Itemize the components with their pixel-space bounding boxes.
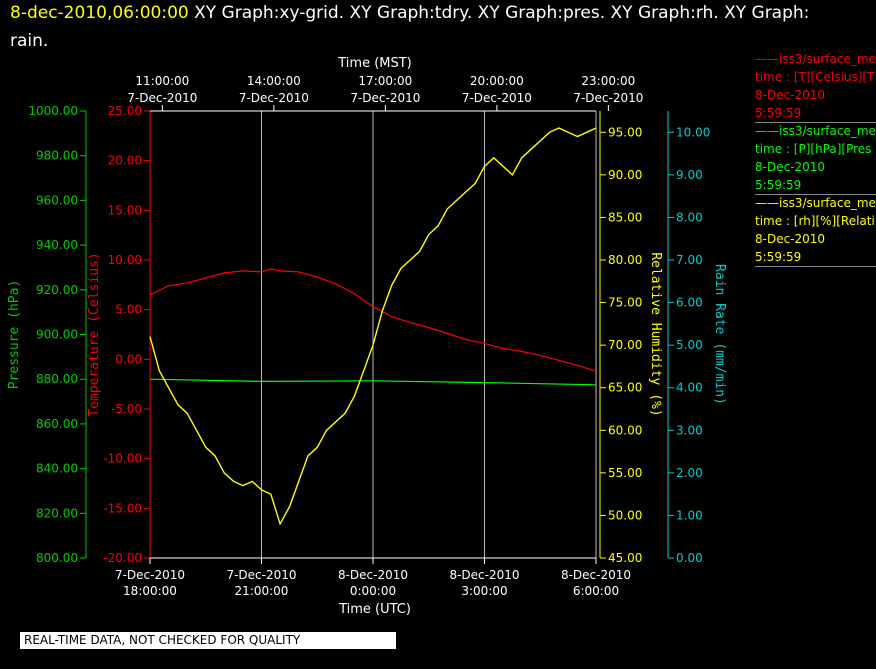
- temperature-axis-label: Temperature (Celsius): [87, 252, 102, 416]
- temperature-tick-label: 5.00: [115, 303, 142, 317]
- rain-tick-label: 2.00: [676, 466, 703, 480]
- rh-tick-label: 70.00: [608, 338, 642, 352]
- rain-tick-label: 1.00: [676, 508, 703, 522]
- x-tick-label: 18:00:00: [123, 584, 177, 598]
- pressure-axis-label: Pressure (hPa): [7, 280, 22, 390]
- legend-line: 5:59:59: [755, 104, 876, 123]
- x-tick-label: 6:00:00: [573, 584, 619, 598]
- x-top-tick-label: 14:00:00: [247, 74, 301, 88]
- rh-tick-label: 75.00: [608, 296, 642, 310]
- temperature-tick-label: -20.00: [103, 551, 142, 565]
- pressure-tick-label: 920.00: [36, 283, 78, 297]
- temperature-tick-label: 15.00: [108, 203, 142, 217]
- rain-tick-label: 10.00: [676, 125, 710, 139]
- rh-tick-label: 80.00: [608, 253, 642, 267]
- timestamp: 8-dec-2010,06:00:00: [10, 3, 189, 23]
- rh-tick-label: 45.00: [608, 551, 642, 565]
- rain-tick-label: 4.00: [676, 381, 703, 395]
- rh-tick-label: 85.00: [608, 210, 642, 224]
- legend-line: 5:59:59: [755, 176, 876, 195]
- x-tick-label: 21:00:00: [235, 584, 289, 598]
- pressure-tick-label: 1000.00: [28, 104, 78, 118]
- pressure-tick-label: 800.00: [36, 551, 78, 565]
- temperature-tick-label: 25.00: [108, 104, 142, 118]
- x-top-tick-label: 7-Dec-2010: [573, 91, 643, 105]
- legend-line: 8-Dec-2010: [755, 88, 826, 102]
- pressure-tick-label: 900.00: [36, 328, 78, 342]
- x-top-tick-label: 7-Dec-2010: [462, 91, 532, 105]
- legend-line: ——iss3/surface_me: [755, 52, 876, 66]
- rain-tick-label: 9.00: [676, 168, 703, 182]
- pressure-tick-label: 980.00: [36, 149, 78, 163]
- graph-title: 8-dec-2010,06:00:00 XY Graph:xy-grid. XY…: [10, 3, 809, 23]
- temperature-series-line: [149, 268, 597, 372]
- rain-tick-label: 8.00: [676, 210, 703, 224]
- x-top-tick-label: 11:00:00: [135, 74, 189, 88]
- legend-line: 5:59:59: [755, 248, 876, 267]
- rh-series-line: [149, 127, 597, 526]
- rain-tick-label: 7.00: [676, 253, 703, 267]
- x-top-tick-label: 7-Dec-2010: [239, 91, 309, 105]
- x-tick-label: 8-Dec-2010: [561, 568, 631, 582]
- legend-line: 8-Dec-2010: [755, 160, 826, 174]
- rh-tick-label: 60.00: [608, 423, 642, 437]
- temperature-tick-label: -15.00: [103, 501, 142, 515]
- x-tick-label: 3:00:00: [461, 584, 507, 598]
- rh-tick-label: 90.00: [608, 168, 642, 182]
- x-top-tick-label: 23:00:00: [581, 74, 635, 88]
- pressure-tick-label: 840.00: [36, 462, 78, 476]
- x-tick-label: 8-Dec-2010: [338, 568, 408, 582]
- legend-line: ——iss3/surface_me: [755, 124, 876, 138]
- legend-line: ——iss3/surface_me: [755, 196, 876, 210]
- x-top-tick-label: 20:00:00: [470, 74, 524, 88]
- temperature-tick-label: -10.00: [103, 452, 142, 466]
- quality-banner: REAL-TIME DATA, NOT CHECKED FOR QUALITY: [20, 632, 396, 649]
- temperature-tick-label: -5.00: [111, 402, 142, 416]
- rh-tick-label: 55.00: [608, 466, 642, 480]
- x-top-tick-label: 7-Dec-2010: [350, 91, 420, 105]
- temperature-tick-label: 10.00: [108, 253, 142, 267]
- pressure-tick-label: 960.00: [36, 193, 78, 207]
- legend-line: time : [T][Celsius][T: [755, 70, 875, 84]
- x-top-tick-label: 7-Dec-2010: [127, 91, 197, 105]
- rh-axis-label: Relative Humidity (%): [648, 252, 663, 416]
- x-tick-label: 8-Dec-2010: [449, 568, 519, 582]
- graph-title-continued: rain.: [10, 31, 49, 51]
- pressure-tick-label: 940.00: [36, 238, 78, 252]
- rain-tick-label: 0.00: [676, 551, 703, 565]
- rh-tick-label: 65.00: [608, 381, 642, 395]
- pressure-series-line: [149, 378, 597, 386]
- legend-line: time : [P][hPa][Pres: [755, 142, 872, 156]
- pressure-tick-label: 860.00: [36, 417, 78, 431]
- pressure-tick-label: 820.00: [36, 506, 78, 520]
- pressure-tick-label: 880.00: [36, 372, 78, 386]
- temperature-tick-label: 20.00: [108, 154, 142, 168]
- x-tick-label: 7-Dec-2010: [115, 568, 185, 582]
- legend-line: time : [rh][%][Relati: [755, 214, 875, 228]
- x-top-axis-label: Time (MST): [337, 56, 412, 71]
- legend-line: 8-Dec-2010: [755, 232, 826, 246]
- rh-tick-label: 50.00: [608, 508, 642, 522]
- rain-tick-label: 5.00: [676, 338, 703, 352]
- rain-tick-label: 3.00: [676, 423, 703, 437]
- rain-axis-label: Rain Rate (mm/min): [712, 264, 727, 405]
- x-top-tick-label: 17:00:00: [358, 74, 412, 88]
- x-tick-label: 7-Dec-2010: [226, 568, 296, 582]
- x-axis-label: Time (UTC): [338, 602, 411, 617]
- x-tick-label: 0:00:00: [350, 584, 396, 598]
- rh-tick-label: 95.00: [608, 125, 642, 139]
- rain-tick-label: 6.00: [676, 296, 703, 310]
- temperature-tick-label: 0.00: [115, 352, 142, 366]
- graph-title-rest: XY Graph:xy-grid. XY Graph:tdry. XY Grap…: [188, 3, 810, 23]
